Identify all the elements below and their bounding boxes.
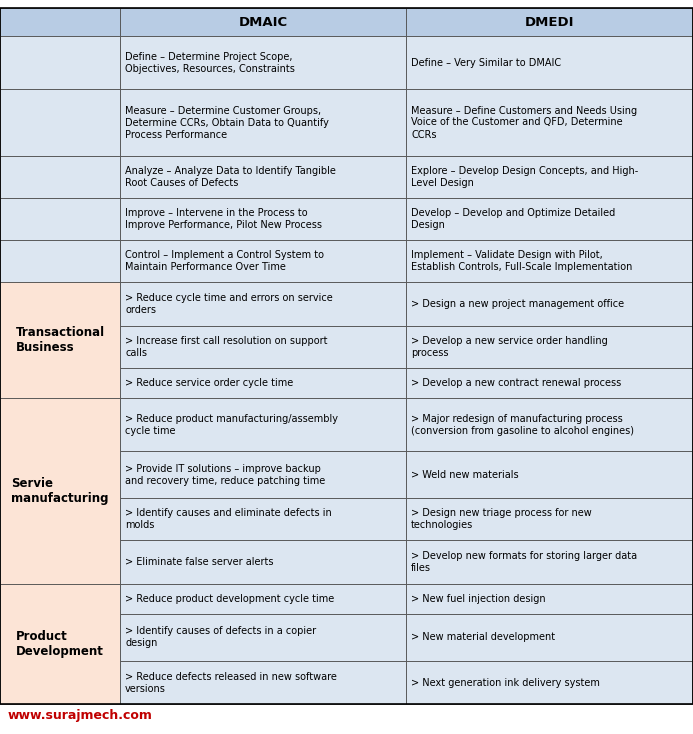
- Bar: [120, 584, 406, 614]
- Text: > Reduce cycle time and errors on service
orders: > Reduce cycle time and errors on servic…: [125, 293, 333, 315]
- Bar: [120, 8, 406, 36]
- Bar: [120, 451, 406, 498]
- Text: > Develop a new service order handling
process: > Develop a new service order handling p…: [411, 336, 608, 358]
- Bar: [120, 326, 406, 368]
- Text: Define – Determine Project Scope,
Objectives, Resources, Constraints: Define – Determine Project Scope, Object…: [125, 51, 295, 73]
- Text: > Provide IT solutions – improve backup
and recovery time, reduce patching time: > Provide IT solutions – improve backup …: [125, 463, 325, 485]
- Text: > Design a new project management office: > Design a new project management office: [411, 299, 624, 309]
- Text: > Design new triage process for new
technologies: > Design new triage process for new tech…: [411, 508, 592, 530]
- Bar: [0, 156, 120, 198]
- Bar: [406, 89, 692, 156]
- Text: > Weld new materials: > Weld new materials: [411, 470, 518, 479]
- Bar: [0, 36, 120, 89]
- Bar: [120, 156, 406, 198]
- Bar: [0, 398, 120, 584]
- Bar: [120, 36, 406, 89]
- Text: www.surajmech.com: www.surajmech.com: [8, 709, 153, 722]
- Text: > Major redesign of manufacturing process
(conversion from gasoline to alcohol e: > Major redesign of manufacturing proces…: [411, 413, 634, 435]
- Text: Product
Development: Product Development: [16, 630, 104, 658]
- Bar: [406, 498, 692, 540]
- Bar: [406, 326, 692, 368]
- Text: > Reduce product manufacturing/assembly
cycle time: > Reduce product manufacturing/assembly …: [125, 413, 338, 435]
- Text: Measure – Determine Customer Groups,
Determine CCRs, Obtain Data to Quantify
Pro: Measure – Determine Customer Groups, Det…: [125, 106, 329, 139]
- Bar: [120, 368, 406, 398]
- Bar: [120, 198, 406, 240]
- Bar: [406, 398, 692, 451]
- Bar: [406, 156, 692, 198]
- Bar: [0, 89, 120, 156]
- Text: Develop – Develop and Optimize Detailed
Design: Develop – Develop and Optimize Detailed …: [411, 208, 615, 230]
- Bar: [120, 498, 406, 540]
- Bar: [0, 282, 120, 398]
- Bar: [0, 240, 120, 282]
- Text: > Reduce service order cycle time: > Reduce service order cycle time: [125, 378, 293, 388]
- Text: Servie
manufacturing: Servie manufacturing: [11, 477, 109, 505]
- Bar: [0, 198, 120, 240]
- Text: > New fuel injection design: > New fuel injection design: [411, 594, 545, 604]
- Bar: [120, 614, 406, 661]
- Text: > Next generation ink delivery system: > Next generation ink delivery system: [411, 677, 600, 688]
- Text: > Increase first call resolution on support
calls: > Increase first call resolution on supp…: [125, 336, 328, 358]
- Bar: [406, 368, 692, 398]
- Text: Analyze – Analyze Data to Identify Tangible
Root Causes of Defects: Analyze – Analyze Data to Identify Tangi…: [125, 166, 336, 188]
- Bar: [406, 8, 692, 36]
- Text: Control – Implement a Control System to
Maintain Performance Over Time: Control – Implement a Control System to …: [125, 250, 324, 272]
- Bar: [406, 661, 692, 704]
- Text: > Develop a new contract renewal process: > Develop a new contract renewal process: [411, 378, 621, 388]
- Text: > Reduce product development cycle time: > Reduce product development cycle time: [125, 594, 334, 604]
- Text: Measure – Define Customers and Needs Using
Voice of the Customer and QFD, Determ: Measure – Define Customers and Needs Usi…: [411, 106, 637, 139]
- Bar: [120, 540, 406, 584]
- Text: Define – Very Similar to DMAIC: Define – Very Similar to DMAIC: [411, 57, 561, 68]
- Bar: [120, 661, 406, 704]
- Bar: [406, 451, 692, 498]
- Text: DMEDI: DMEDI: [524, 15, 574, 29]
- Text: Implement – Validate Design with Pilot,
Establish Controls, Full-Scale Implement: Implement – Validate Design with Pilot, …: [411, 250, 633, 272]
- Bar: [406, 282, 692, 326]
- Bar: [406, 36, 692, 89]
- Bar: [406, 198, 692, 240]
- Text: > Identify causes and eliminate defects in
molds: > Identify causes and eliminate defects …: [125, 508, 332, 530]
- Text: > Reduce defects released in new software
versions: > Reduce defects released in new softwar…: [125, 672, 337, 694]
- Bar: [120, 240, 406, 282]
- Text: Improve – Intervene in the Process to
Improve Performance, Pilot New Process: Improve – Intervene in the Process to Im…: [125, 208, 322, 230]
- Bar: [0, 584, 120, 704]
- Text: DMAIC: DMAIC: [238, 15, 288, 29]
- Bar: [406, 240, 692, 282]
- Text: > Identify causes of defects in a copier
design: > Identify causes of defects in a copier…: [125, 627, 316, 649]
- Bar: [406, 540, 692, 584]
- Bar: [406, 614, 692, 661]
- Bar: [120, 282, 406, 326]
- Text: Explore – Develop Design Concepts, and High-
Level Design: Explore – Develop Design Concepts, and H…: [411, 166, 638, 188]
- Text: Transactional
Business: Transactional Business: [15, 326, 105, 355]
- Bar: [120, 89, 406, 156]
- Bar: [120, 398, 406, 451]
- Text: > Eliminate false server alerts: > Eliminate false server alerts: [125, 557, 274, 567]
- Bar: [406, 584, 692, 614]
- Bar: [0, 8, 120, 36]
- Text: > Develop new formats for storing larger data
files: > Develop new formats for storing larger…: [411, 551, 637, 573]
- Text: > New material development: > New material development: [411, 633, 555, 642]
